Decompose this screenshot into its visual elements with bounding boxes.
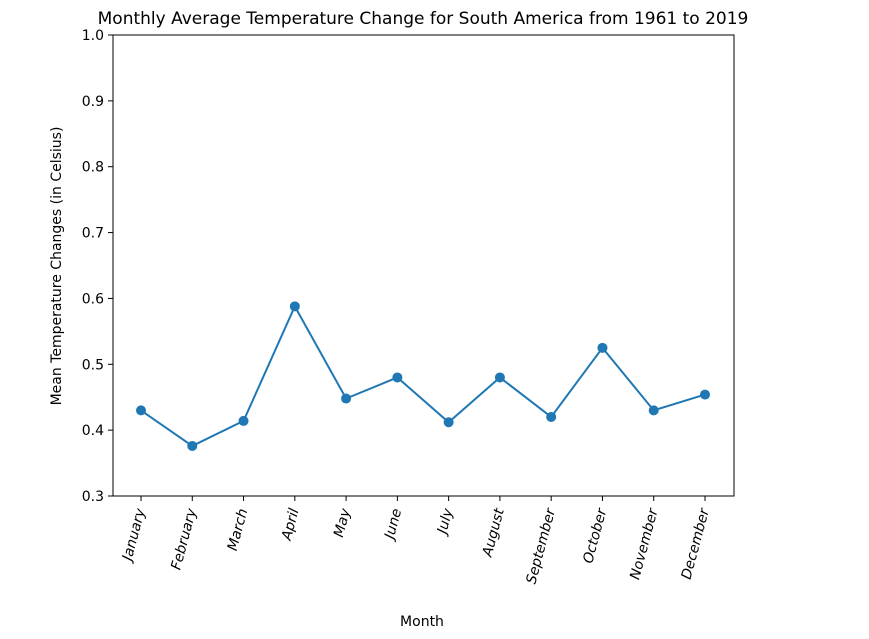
plot-area-frame [112,34,735,497]
x-tick-label: May [331,506,354,539]
data-point [700,389,710,400]
data-point [494,372,505,383]
series-line [140,304,706,448]
x-tick-label: March [225,507,252,553]
x-tick-label: April [279,507,303,543]
x-tick-label: January [119,506,149,565]
data-point [187,440,198,451]
data-point [238,415,249,426]
x-tick-label: December [679,506,714,581]
y-tick-label: 1.0 [82,28,104,44]
y-axis-label: Mean Temperature Changes (in Celsius) [49,127,65,406]
y-tick-label: 0.6 [82,291,104,307]
x-axis: January February March April May June July Augu… [119,496,713,586]
y-tick-label: 0.9 [82,94,104,110]
x-axis-label: Month [400,614,444,630]
x-tick-label: September [524,506,560,586]
data-point [289,301,300,312]
chart-title: Monthly Average Temperature Change for S… [98,9,749,29]
data-point [136,405,146,416]
x-tick-label: February [168,506,200,571]
series-layer [136,301,710,451]
x-tick-label: July [434,506,457,538]
data-point [546,411,557,422]
y-tick-label: 0.7 [82,226,104,242]
y-axis: 0.3 0.4 0.5 0.6 0.7 0.8 0.9 1.0 [82,28,113,505]
data-point [648,405,659,416]
y-tick-label: 0.5 [82,357,104,373]
y-tick-label: 0.4 [82,423,104,439]
data-point [443,417,454,428]
x-tick-label: October [580,506,610,565]
y-tick-label: 0.3 [82,489,104,505]
x-tick-label: August [479,506,508,559]
data-point [597,342,608,353]
x-tick-label: June [381,507,405,543]
y-tick-label: 0.8 [82,160,104,176]
data-point [341,393,352,404]
x-tick-label: November [627,506,662,582]
data-point [392,372,403,383]
